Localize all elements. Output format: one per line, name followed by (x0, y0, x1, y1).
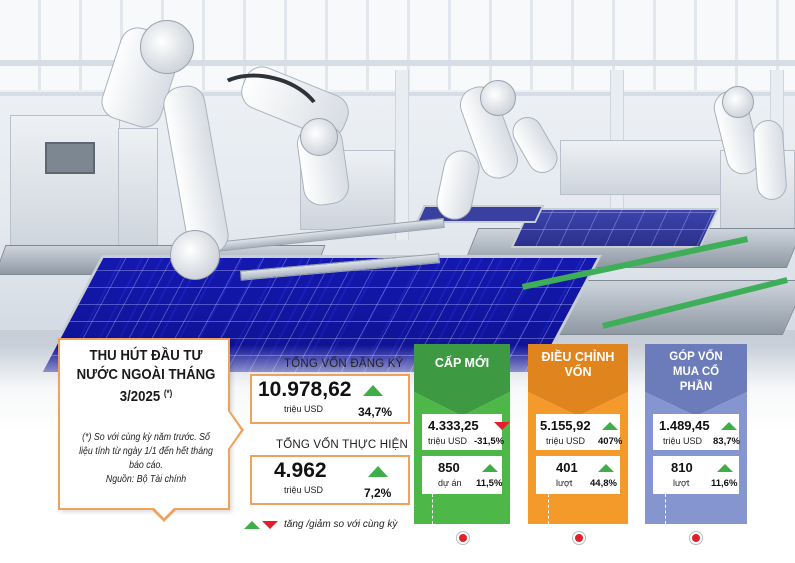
title-footnote-marker: (*) (163, 388, 173, 398)
disbursed-capital-value: 4.962 (274, 459, 327, 482)
factory-machine (118, 128, 158, 248)
legend-text: tăng /giảm so với cùng kỳ (284, 519, 398, 530)
capital-change: 407% (598, 436, 623, 447)
capital-value: 5.155,92 (540, 418, 591, 433)
marker-dot (573, 532, 585, 544)
category-title: CẤP MỚI (434, 356, 490, 370)
ceiling-beam (0, 60, 795, 66)
category-title: ĐIỀU CHỈNH VỐN (541, 350, 615, 379)
count-unit: dự án (438, 478, 462, 488)
trend-up-icon (363, 385, 383, 396)
capital-change: 83,7% (713, 436, 740, 447)
trend-up-icon (602, 422, 618, 430)
factory-pillar (395, 70, 409, 240)
legend-down-icon (262, 521, 278, 529)
count-unit: lượt (556, 478, 573, 488)
registered-capital-change: 34,7% (358, 405, 393, 419)
category-new-license: CẤP MỚI 4.333,25 triệu USD -31,5% 850 dự… (414, 344, 510, 524)
count-value: 850 (438, 460, 460, 475)
trend-up-icon (721, 422, 737, 430)
capital-unit: triệu USD (546, 436, 586, 446)
trend-up-icon (482, 464, 498, 472)
disbursed-capital-change: 7,2% (364, 486, 392, 500)
count-stat-box (653, 456, 739, 494)
robot-joint (300, 118, 338, 156)
capital-value: 4.333,25 (428, 418, 479, 433)
machine-screen (45, 142, 95, 174)
registered-capital-label: TỔNG VỐN ĐĂNG KÝ (284, 358, 404, 370)
robot-arm (752, 119, 788, 201)
solar-panel (510, 208, 720, 248)
robot-joint (480, 80, 516, 116)
capital-stat-box (653, 414, 739, 450)
disbursed-capital-box (250, 455, 410, 505)
trend-up-icon (598, 464, 614, 472)
count-value: 401 (556, 460, 578, 475)
count-value: 810 (671, 460, 693, 475)
registered-capital-value: 10.978,62 (258, 378, 352, 401)
marker-dot (690, 532, 702, 544)
capital-unit: triệu USD (428, 436, 468, 446)
category-share-purchase: GÓP VỐN MUA CỔ PHẦN 1.489,45 triệu USD 8… (645, 344, 747, 524)
trend-up-icon (368, 466, 388, 477)
robot-base (170, 230, 220, 280)
robot-joint (722, 86, 754, 118)
registered-capital-unit: triệu USD (284, 404, 324, 414)
disbursed-capital-unit: triệu USD (284, 485, 324, 495)
legend-up-icon (244, 521, 260, 529)
capital-stat-box (422, 414, 502, 450)
count-change: 44,8% (590, 478, 617, 489)
category-capital-adjustment: ĐIỀU CHỈNH VỐN 5.155,92 triệu USD 407% 4… (528, 344, 628, 524)
trend-down-icon (494, 422, 510, 430)
footnote-text: (*) So với cùng kỳ năm trước. Số liệu tí… (79, 432, 213, 471)
title-text: THU HÚT ĐẦU TƯ NƯỚC NGOÀI THÁNG 3/2025 (76, 347, 216, 405)
trend-up-icon (717, 464, 733, 472)
capital-stat-box (536, 414, 620, 450)
title-card (58, 338, 230, 510)
robot-joint (140, 20, 194, 74)
capital-unit: triệu USD (663, 436, 703, 446)
title-note: (*) So với cùng kỳ năm trước. Số liệu tí… (76, 431, 217, 487)
count-change: 11,6% (711, 478, 738, 489)
marker-dot (457, 532, 469, 544)
infographic-title: THU HÚT ĐẦU TƯ NƯỚC NGOÀI THÁNG 3/2025 (… (76, 346, 217, 406)
count-unit: lượt (673, 478, 690, 488)
count-stat-box (536, 456, 620, 494)
count-change: 11,5% (476, 478, 503, 489)
factory-machine (560, 140, 730, 195)
capital-change: -31,5% (474, 436, 505, 447)
factory-machine (10, 115, 120, 255)
disbursed-capital-label: TỔNG VỐN THỰC HIỆN (276, 439, 409, 451)
capital-value: 1.489,45 (659, 418, 710, 433)
count-stat-box (422, 456, 502, 494)
registered-capital-box (250, 374, 410, 424)
source-text: Nguồn: Bộ Tài chính (105, 474, 187, 485)
category-title: GÓP VỐN MUA CỔ PHẦN (669, 351, 723, 393)
